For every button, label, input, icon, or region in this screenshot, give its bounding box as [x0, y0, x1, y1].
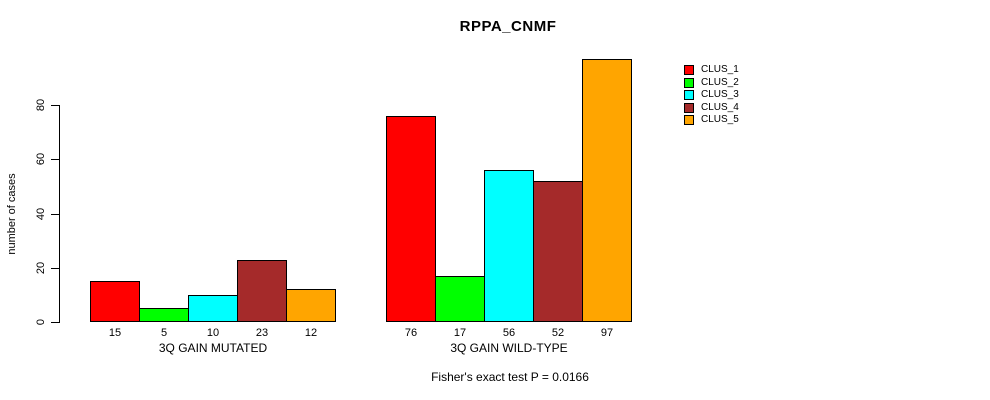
- bar-CLUS_1: [386, 115, 436, 322]
- legend-swatch: [684, 65, 694, 76]
- legend-item-CLUS_5: CLUS_5: [684, 114, 739, 127]
- legend-label: CLUS_2: [701, 76, 739, 88]
- legend-label: CLUS_5: [701, 114, 739, 126]
- legend-item-CLUS_4: CLUS_4: [684, 102, 739, 115]
- y-axis-label: number of cases: [6, 173, 18, 255]
- y-axis-tick-label: 40: [35, 207, 47, 220]
- bar-CLUS_2: [435, 275, 485, 322]
- legend-label: CLUS_3: [701, 89, 739, 101]
- y-axis-tick: [51, 159, 59, 161]
- bar-value-label: 52: [551, 327, 565, 339]
- y-axis-tick-label: 60: [35, 153, 47, 166]
- y-axis-tick-label: 80: [35, 98, 47, 112]
- bar-value-label: 17: [453, 327, 467, 339]
- bar-CLUS_5: [286, 289, 336, 322]
- y-axis-tick-label: 0: [35, 318, 47, 326]
- bar-value-label: 76: [404, 327, 418, 339]
- y-axis-tick: [51, 267, 59, 269]
- legend-item-CLUS_3: CLUS_3: [684, 89, 739, 102]
- bar-CLUS_5: [582, 58, 632, 322]
- legend-swatch: [684, 90, 694, 101]
- bar-value-label: 97: [600, 327, 614, 339]
- legend-item-CLUS_1: CLUS_1: [684, 64, 739, 77]
- chart-title: RPPA_CNMF: [459, 18, 557, 35]
- legend-swatch: [684, 115, 694, 126]
- y-axis-line: [59, 105, 60, 323]
- bar-CLUS_3: [188, 294, 238, 322]
- legend-swatch: [684, 102, 694, 113]
- bar-CLUS_4: [533, 180, 583, 322]
- y-axis-tick-label: 20: [35, 261, 47, 274]
- legend-swatch: [684, 77, 694, 88]
- legend: CLUS_1 CLUS_2 CLUS_3 CLUS_4 CLUS_5: [684, 64, 739, 127]
- group-label: 3Q GAIN MUTATED: [158, 341, 268, 355]
- bar-value-label: 12: [304, 327, 318, 339]
- legend-label: CLUS_4: [701, 101, 739, 113]
- bar-value-label: 5: [160, 327, 168, 339]
- y-axis-tick: [51, 105, 59, 106]
- bar-value-label: 56: [502, 327, 516, 339]
- bar-value-label: 15: [108, 327, 122, 339]
- group-label: 3Q GAIN WILD-TYPE: [450, 341, 568, 355]
- caption: Fisher's exact test P = 0.0166: [431, 370, 589, 384]
- y-axis-tick: [51, 213, 59, 215]
- bar-CLUS_2: [139, 308, 189, 322]
- legend-label: CLUS_1: [701, 64, 739, 76]
- bar-CLUS_3: [484, 170, 534, 322]
- bar-CLUS_1: [90, 281, 140, 322]
- bar-value-label: 10: [206, 327, 220, 339]
- y-axis-tick: [51, 322, 59, 323]
- bar-value-label: 23: [255, 327, 269, 339]
- bar-CLUS_4: [237, 259, 287, 322]
- legend-item-CLUS_2: CLUS_2: [684, 77, 739, 90]
